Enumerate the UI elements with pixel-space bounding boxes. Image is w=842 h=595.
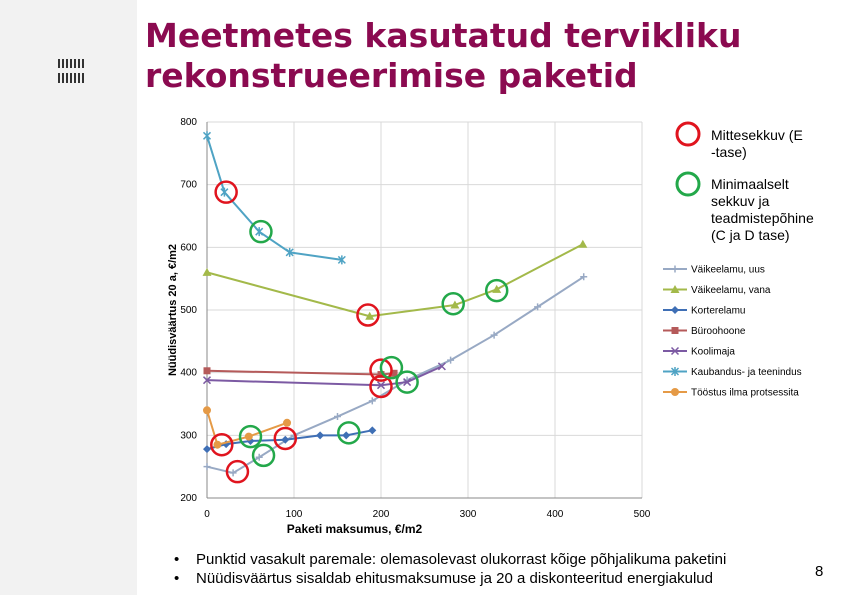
green-highlight-circle <box>395 370 419 394</box>
slide-title-line1: Meetmetes kasutatud tervikliku <box>145 16 742 55</box>
series-3-point <box>368 426 377 435</box>
legend-label: Büroohoone <box>691 326 746 337</box>
series-6-point <box>202 131 212 141</box>
legend-swatch-marker <box>671 265 679 273</box>
series-1-point <box>203 463 211 471</box>
series-2-point <box>365 311 375 320</box>
legend-label: Koolimaja <box>691 347 735 358</box>
series-5-point <box>376 381 386 390</box>
y-tick-label: 300 <box>180 430 197 441</box>
red-highlight-circle <box>369 374 393 399</box>
series-line-5 <box>206 365 443 387</box>
legend-red-circle-icon <box>675 121 701 147</box>
green-highlight-circle <box>484 278 509 303</box>
legend-label: Väikeelamu, uus <box>691 265 765 276</box>
bullet-item: Nüüdisväärtus sisaldab ehitusmaksumuse j… <box>170 569 790 588</box>
slide-title-line2: rekonstrueerimise paketid <box>145 56 638 95</box>
legend-green-circle-icon <box>675 171 701 197</box>
series-line-6 <box>206 135 342 261</box>
y-tick-label: 700 <box>180 180 197 191</box>
green-highlight-circle <box>251 443 276 468</box>
series-1-point <box>229 469 237 477</box>
series-1-point <box>334 413 341 421</box>
legend-swatch-marker <box>670 367 680 376</box>
slide-title: Meetmetes kasutatud tervikliku rekonstru… <box>145 16 825 96</box>
red-highlight-circle <box>225 459 250 484</box>
y-tick-label: 500 <box>180 305 197 316</box>
red-highlight-circle <box>214 180 238 204</box>
series-4-point <box>377 371 385 379</box>
x-tick-label: 500 <box>634 509 651 520</box>
legend-label: Kaubandus- ja teenindus <box>691 367 802 378</box>
series-3-point <box>342 431 351 440</box>
x-tick-label: 300 <box>460 509 477 520</box>
green-highlight-circle <box>441 291 465 316</box>
legend-swatch-marker <box>671 306 679 314</box>
series-line-2 <box>206 243 584 318</box>
series-7-point <box>203 406 211 415</box>
legend-label: Korterelamu <box>691 306 745 317</box>
legend-swatch-marker <box>671 327 679 334</box>
green-highlight-circle <box>379 355 404 380</box>
green-highlight-circle <box>249 219 273 244</box>
series-1-point <box>447 356 455 364</box>
series-7-point <box>244 432 253 441</box>
x-tick-label: 400 <box>547 509 564 520</box>
bullet-item: Punktid vasakult paremale: olemasolevast… <box>170 550 790 569</box>
series-1-point <box>368 397 376 405</box>
x-axis-title: Paketi maksumus, €/m2 <box>287 522 423 536</box>
x-tick-label: 0 <box>204 509 210 520</box>
series-3-point <box>316 431 325 440</box>
series-2-point <box>492 284 502 293</box>
legend-green-label: Minimaalselt sekkuv ja teadmistepõhine (C j… <box>711 176 814 243</box>
y-tick-label: 600 <box>180 242 197 253</box>
series-5-point <box>403 378 412 387</box>
series-6-point <box>285 247 294 257</box>
series-6-point <box>337 255 346 265</box>
legend-red-label: Mittesekkuv (E -tase) <box>711 127 803 160</box>
series-5-point <box>202 376 212 385</box>
bullet-list: Punktid vasakult paremale: olemasolevast… <box>170 550 790 588</box>
legend-label: Tööstus ilma protsessita <box>691 388 799 399</box>
legend-label: Väikeelamu, vana <box>691 285 771 296</box>
x-tick-label: 100 <box>286 509 303 520</box>
x-tick-label: 200 <box>373 509 390 520</box>
series-3-point <box>203 445 211 454</box>
legend-swatch-marker <box>671 388 679 396</box>
y-axis-title: Nüüdisväärtus 20 a, €/m2 <box>167 244 179 376</box>
legend-swatch-marker <box>670 346 680 356</box>
series-2-point <box>578 239 588 248</box>
series-4-point <box>203 367 211 375</box>
series-6-point <box>220 187 229 197</box>
series-1-point <box>534 303 542 311</box>
series-4-point <box>390 369 398 377</box>
series-5-point <box>437 362 446 371</box>
green-highlight-circle <box>337 421 361 445</box>
page-number: 8 <box>815 563 824 580</box>
red-highlight-circle <box>369 358 393 382</box>
series-3-point <box>281 435 290 444</box>
series-2-point <box>450 300 460 309</box>
series-1-point <box>255 453 263 461</box>
legend-swatch-marker <box>670 285 680 293</box>
series-7-point <box>213 440 222 449</box>
series-2-point <box>202 267 212 276</box>
red-highlight-circle <box>210 432 234 457</box>
y-tick-label: 800 <box>180 117 197 128</box>
series-1-point <box>490 331 498 339</box>
green-highlight-circle <box>238 424 263 449</box>
series-6-point <box>255 227 264 237</box>
red-highlight-circle <box>356 303 380 327</box>
left-sidebar-band <box>0 0 137 595</box>
y-tick-label: 200 <box>180 493 197 504</box>
institution-logo-icon <box>56 56 88 86</box>
red-highlight-circle <box>273 426 298 451</box>
y-tick-label: 400 <box>180 368 197 379</box>
series-7-point <box>283 418 292 427</box>
series-1-point <box>580 273 588 281</box>
series-line-7 <box>206 409 288 446</box>
